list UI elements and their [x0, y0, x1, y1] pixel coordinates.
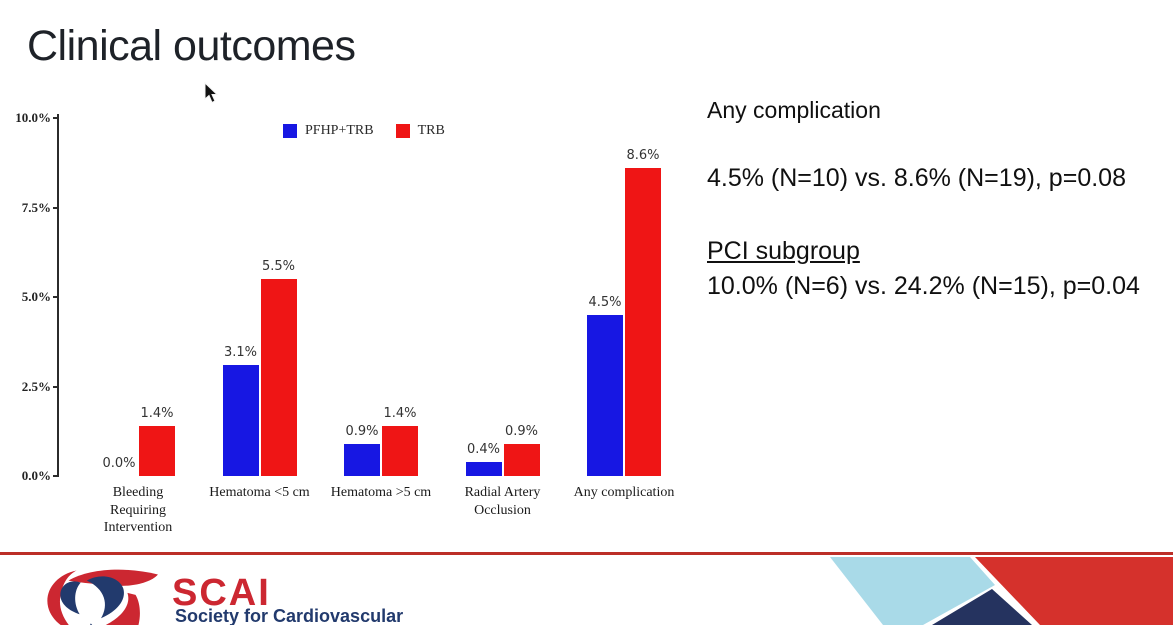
legend-swatch [395, 124, 410, 138]
bar [382, 425, 418, 476]
legend-label: TRB [417, 123, 445, 138]
y-tick-label: 10.0% [15, 110, 51, 125]
mouse-cursor-icon [204, 82, 219, 104]
y-axis-tick [53, 117, 58, 119]
scai-heart-logo-icon [47, 569, 158, 625]
footer-divider-line [0, 552, 1173, 555]
bar-value-label: 0.9% [504, 423, 539, 439]
scai-logo-subtext: Society for Cardiovascular [175, 606, 404, 625]
bar [344, 443, 380, 476]
bar-value-label: 8.6% [626, 148, 660, 164]
y-tick-label: 2.5% [21, 378, 51, 394]
bar-value-label: 0.9% [345, 423, 379, 439]
bar [222, 365, 259, 476]
bar [465, 461, 502, 476]
bar-value-label: 0.4% [466, 441, 501, 457]
legend-swatch [283, 124, 297, 138]
footer-corner-decoration [830, 557, 1173, 625]
legend-item: PFHP+TRB [283, 123, 374, 139]
bar-value-label: 5.5% [261, 259, 296, 275]
category-label: Radial Artery Occlusion [464, 485, 541, 518]
bar-value-label: 3.1% [223, 345, 258, 361]
chart-legend: PFHP+TRB TRB [283, 123, 445, 139]
y-axis-tick [53, 296, 58, 298]
y-axis-tick [53, 475, 58, 477]
bar [587, 314, 623, 476]
bar [503, 443, 540, 476]
y-axis-line [57, 114, 59, 477]
category-label: Hematoma <5 cm [209, 485, 310, 500]
bar [260, 279, 297, 476]
page-title: Clinical outcomes [27, 22, 356, 70]
annotation-stat-line: 4.5% (N=10) vs. 8.6% (N=19), p=0.08 [707, 164, 1126, 192]
category-label: Bleeding Requiring Intervention [103, 485, 173, 535]
annotation-subgroup-stat-line: 10.0% (N=6) vs. 24.2% (N=15), p=0.04 [707, 272, 1140, 300]
red-shape [975, 557, 1173, 625]
bar [139, 425, 175, 476]
bar-value-label: 4.5% [588, 294, 622, 310]
y-axis-tick [53, 385, 58, 388]
annotation-heading: Any complication [707, 97, 881, 123]
legend-item: TRB [395, 123, 445, 139]
annotation-subheading: PCI subgroup [707, 237, 860, 265]
navy-shape [932, 589, 1032, 625]
bar-value-label: 1.4% [140, 405, 174, 421]
y-tick-label: 7.5% [21, 199, 51, 215]
y-tick-label: 5.0% [21, 289, 51, 304]
bar [625, 168, 661, 476]
bar-value-label: 0.0% [102, 456, 136, 471]
bar-value-label: 1.4% [383, 405, 417, 421]
scai-logo-text: SCAI [172, 572, 271, 614]
legend-label: PFHP+TRB [305, 123, 374, 138]
bar-chart: PFHP+TRB TRB 10.0% 7.5% 5.0% 2.5% 0.0% 0.0% 3.1… [15, 110, 675, 535]
category-label: Any complication [573, 485, 675, 500]
category-label: Hematoma >5 cm [330, 485, 432, 500]
y-tick-label: 0.0% [21, 468, 51, 483]
y-axis-tick [53, 206, 58, 209]
light-blue-shape [830, 557, 995, 625]
